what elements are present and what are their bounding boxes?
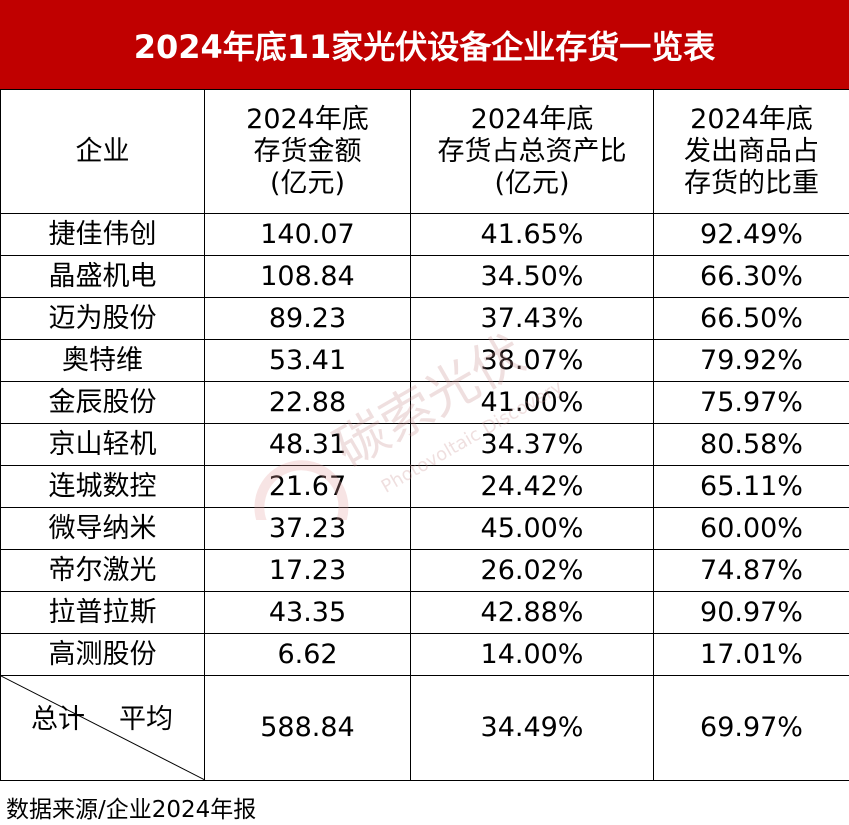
header-line: 2024年底 bbox=[246, 103, 369, 135]
data-source-note: 数据来源/企业2024年报 bbox=[6, 797, 257, 823]
total-inventory-cell: 588.84 bbox=[204, 675, 411, 781]
average-label: 平均 bbox=[119, 704, 173, 735]
table-row: 微导纳米 37.23 45.00% 60.00% bbox=[0, 507, 849, 550]
company-cell: 晶盛机电 bbox=[0, 255, 205, 298]
inventory-cell: 53.41 bbox=[204, 339, 411, 382]
average-ratio-cell: 34.49% bbox=[410, 675, 654, 781]
inventory-cell: 37.23 bbox=[204, 507, 411, 550]
ratio-cell: 34.50% bbox=[410, 255, 654, 298]
table-row: 帝尔激光 17.23 26.02% 74.87% bbox=[0, 549, 849, 592]
header-line: 存货占总资产比 bbox=[437, 135, 627, 167]
header-cell: 2024年底 存货金额 (亿元) bbox=[204, 89, 411, 214]
company-cell: 帝尔激光 bbox=[0, 549, 205, 592]
shipped-ratio-cell: 65.11% bbox=[653, 465, 849, 508]
shipped-ratio-cell: 79.92% bbox=[653, 339, 849, 382]
ratio-cell: 45.00% bbox=[410, 507, 654, 550]
shipped-ratio-cell: 74.87% bbox=[653, 549, 849, 592]
header-line: 企业 bbox=[75, 135, 130, 167]
shipped-ratio-cell: 60.00% bbox=[653, 507, 849, 550]
table-row: 金辰股份 22.88 41.00% 75.97% bbox=[0, 381, 849, 424]
shipped-ratio-cell: 66.50% bbox=[653, 297, 849, 340]
ratio-cell: 42.88% bbox=[410, 591, 654, 634]
ratio-cell: 26.02% bbox=[410, 549, 654, 592]
header-line: (亿元) bbox=[269, 167, 346, 199]
diagonal-divider bbox=[1, 676, 205, 780]
total-row: 总计 平均 588.84 34.49% 69.97% bbox=[0, 675, 849, 781]
inventory-cell: 22.88 bbox=[204, 381, 411, 424]
company-cell: 金辰股份 bbox=[0, 381, 205, 424]
shipped-ratio-cell: 92.49% bbox=[653, 213, 849, 256]
header-line: 2024年底 bbox=[470, 103, 594, 135]
header-line: 存货金额 bbox=[253, 135, 362, 167]
header-line: 2024年底 bbox=[690, 103, 813, 135]
company-cell: 高测股份 bbox=[0, 633, 205, 676]
ratio-cell: 37.43% bbox=[410, 297, 654, 340]
ratio-cell: 34.37% bbox=[410, 423, 654, 466]
header-line: 存货的比重 bbox=[684, 167, 819, 199]
inventory-cell: 48.31 bbox=[204, 423, 411, 466]
header-row: 企业 2024年底 存货金额 (亿元) 2024年底 存货占总资产比 (亿元) 2024年底发… bbox=[0, 89, 849, 214]
shipped-ratio-cell: 90.97% bbox=[653, 591, 849, 634]
table-row: 迈为股份 89.23 37.43% 66.50% bbox=[0, 297, 849, 340]
table-row: 拉普拉斯 43.35 42.88% 90.97% bbox=[0, 591, 849, 634]
ratio-cell: 38.07% bbox=[410, 339, 654, 382]
table-body: 捷佳伟创 140.07 41.65% 92.49% 晶盛机电 108.84 34.50% 66… bbox=[0, 213, 849, 781]
table-row: 捷佳伟创 140.07 41.65% 92.49% bbox=[0, 213, 849, 256]
ratio-cell: 41.65% bbox=[410, 213, 654, 256]
shipped-ratio-cell: 17.01% bbox=[653, 633, 849, 676]
shipped-ratio-cell: 80.58% bbox=[653, 423, 849, 466]
table-row: 连城数控 21.67 24.42% 65.11% bbox=[0, 465, 849, 508]
company-cell: 微导纳米 bbox=[0, 507, 205, 550]
inventory-table: 企业 2024年底 存货金额 (亿元) 2024年底 存货占总资产比 (亿元) 2024年底发… bbox=[0, 89, 849, 781]
ratio-cell: 14.00% bbox=[410, 633, 654, 676]
total-label-cell: 总计 平均 bbox=[0, 675, 205, 781]
company-cell: 迈为股份 bbox=[0, 297, 205, 340]
company-cell: 奥特维 bbox=[0, 339, 205, 382]
company-cell: 连城数控 bbox=[0, 465, 205, 508]
inventory-cell: 140.07 bbox=[204, 213, 411, 256]
header-cell: 2024年底 存货占总资产比 (亿元) bbox=[410, 89, 654, 214]
ratio-cell: 41.00% bbox=[410, 381, 654, 424]
header-cell: 企业 bbox=[0, 89, 205, 214]
table-row: 奥特维 53.41 38.07% 79.92% bbox=[0, 339, 849, 382]
table-row: 高测股份 6.62 14.00% 17.01% bbox=[0, 633, 849, 676]
table-row: 京山轻机 48.31 34.37% 80.58% bbox=[0, 423, 849, 466]
inventory-cell: 108.84 bbox=[204, 255, 411, 298]
average-shipped-cell: 69.97% bbox=[653, 675, 849, 781]
ratio-cell: 24.42% bbox=[410, 465, 654, 508]
header-cell: 2024年底 发出商品占 存货的比重 bbox=[653, 89, 849, 214]
shipped-ratio-cell: 75.97% bbox=[653, 381, 849, 424]
total-label: 总计 bbox=[31, 704, 85, 735]
inventory-cell: 6.62 bbox=[204, 633, 411, 676]
company-cell: 拉普拉斯 bbox=[0, 591, 205, 634]
company-cell: 捷佳伟创 bbox=[0, 213, 205, 256]
header-line: (亿元) bbox=[494, 167, 570, 199]
inventory-cell: 43.35 bbox=[204, 591, 411, 634]
header-line: 发出商品占 bbox=[684, 135, 819, 167]
inventory-cell: 21.67 bbox=[204, 465, 411, 508]
inventory-cell: 17.23 bbox=[204, 549, 411, 592]
company-cell: 京山轻机 bbox=[0, 423, 205, 466]
shipped-ratio-cell: 66.30% bbox=[653, 255, 849, 298]
table-row: 晶盛机电 108.84 34.50% 66.30% bbox=[0, 255, 849, 298]
inventory-cell: 89.23 bbox=[204, 297, 411, 340]
table-title: 2024年底11家光伏设备企业存货一览表 bbox=[0, 0, 849, 89]
